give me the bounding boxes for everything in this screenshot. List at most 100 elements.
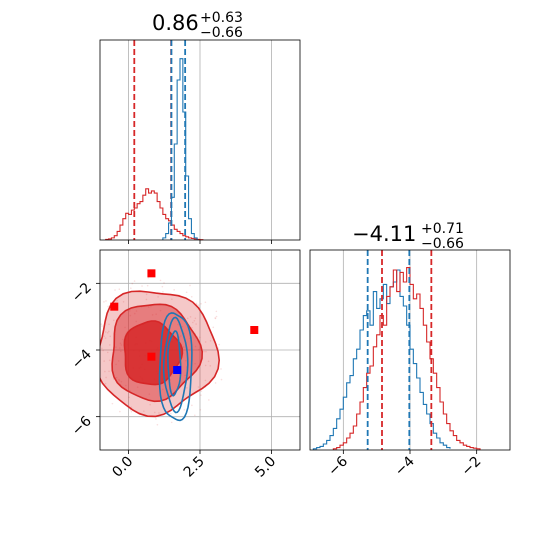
joint-sample-dot bbox=[108, 359, 111, 362]
joint-contours bbox=[86, 276, 223, 426]
joint-sample-dot bbox=[116, 299, 118, 302]
joint-sample-dot bbox=[106, 351, 109, 354]
joint-sample-dot bbox=[204, 341, 207, 343]
joint-sample-dot bbox=[145, 293, 148, 296]
joint-sample-dot bbox=[220, 368, 222, 370]
joint-sample-dot bbox=[108, 323, 110, 326]
joint-sample-dot bbox=[158, 412, 160, 414]
joint-sample-dot bbox=[103, 360, 106, 362]
joint-sample-dot bbox=[104, 337, 107, 339]
joint-sample-dot bbox=[214, 317, 217, 320]
joint-ytick-label: −4 bbox=[69, 346, 95, 372]
joint-sample-dot bbox=[220, 378, 223, 381]
joint-blue-contour bbox=[167, 330, 182, 397]
joint-sample-dot bbox=[190, 295, 193, 298]
joint-sample-dot bbox=[128, 310, 131, 312]
joint-sample-dot bbox=[118, 378, 120, 381]
joint-sample-dot bbox=[136, 386, 139, 388]
joint-red-marker bbox=[147, 269, 156, 278]
joint-sample-dot bbox=[133, 312, 136, 315]
joint-sample-dot bbox=[205, 350, 207, 353]
joint-sample-dot bbox=[87, 332, 89, 334]
joint-sample-dot bbox=[161, 285, 164, 288]
joint-sample-dot bbox=[115, 376, 118, 379]
joint-sample-dot bbox=[91, 329, 93, 331]
joint-sample-dot bbox=[118, 379, 121, 382]
joint-sample-dot bbox=[130, 406, 133, 408]
joint-sample-dot bbox=[103, 335, 105, 338]
joint-sample-dot bbox=[130, 287, 132, 289]
joint-sample-dot bbox=[191, 404, 193, 407]
joint-sample-dot bbox=[159, 309, 162, 312]
title-param-1-lower: −0.66 bbox=[200, 25, 243, 41]
joint-sample-dot bbox=[181, 325, 184, 328]
title-param-2: −4.11 +0.71 −0.66 bbox=[352, 221, 464, 252]
joint-sample-dot bbox=[105, 376, 107, 379]
joint-sample-dot bbox=[105, 300, 107, 302]
hist2-xtick-label: −6 bbox=[325, 453, 351, 479]
joint-sample-dot bbox=[89, 369, 91, 371]
joint-sample-dot bbox=[184, 374, 186, 377]
joint-sample-dot bbox=[130, 410, 133, 413]
joint-sample-dot bbox=[189, 284, 191, 287]
joint-sample-dot bbox=[120, 380, 123, 383]
joint-sample-dot bbox=[214, 317, 216, 319]
joint-sample-dot bbox=[86, 372, 88, 374]
joint-sample-dot bbox=[162, 291, 164, 293]
joint-ytick-label: −2 bbox=[69, 280, 95, 306]
joint-sample-dot bbox=[114, 289, 116, 291]
joint-sample-dot bbox=[102, 349, 104, 352]
joint-sample-dot bbox=[212, 326, 215, 329]
joint-sample-dot bbox=[209, 340, 212, 342]
joint-sample-dot bbox=[100, 323, 103, 325]
joint-sample-dot bbox=[95, 390, 97, 392]
joint-sample-dot bbox=[151, 314, 154, 316]
joint-sample-dot bbox=[193, 319, 196, 322]
joint-sample-dot bbox=[209, 365, 212, 367]
joint-sample-dot bbox=[135, 320, 138, 323]
joint-sample-dot bbox=[194, 345, 197, 348]
joint-blue-contour bbox=[162, 316, 189, 414]
joint-sample-dot bbox=[156, 423, 159, 426]
joint-sample-dot bbox=[200, 390, 203, 392]
joint-sample-dot bbox=[145, 298, 148, 301]
joint-sample-dot bbox=[197, 304, 200, 306]
joint-sample-dot bbox=[91, 367, 93, 369]
hist1-blue-series bbox=[162, 58, 198, 240]
joint-sample-dot bbox=[200, 394, 202, 396]
joint-sample-dot bbox=[112, 319, 115, 322]
joint-sample-dot bbox=[90, 332, 92, 334]
joint-sample-dot bbox=[199, 336, 201, 339]
joint-sample-dot bbox=[170, 421, 173, 424]
joint-sample-dot bbox=[218, 343, 221, 346]
joint-sample-dot bbox=[186, 317, 189, 320]
hist2-xtick-label: −2 bbox=[459, 454, 485, 480]
joint-sample-dot bbox=[149, 403, 151, 406]
joint-sample-dot bbox=[170, 412, 172, 415]
joint-sample-dot bbox=[108, 344, 111, 346]
joint-sample-dot bbox=[171, 298, 173, 300]
joint-sample-dot bbox=[153, 411, 156, 414]
joint-xtick-label: 5.0 bbox=[252, 454, 279, 481]
joint-sample-dot bbox=[120, 344, 123, 346]
joint-blue-marker bbox=[173, 366, 182, 374]
joint-sample-dot bbox=[115, 346, 117, 348]
joint-sample-dot bbox=[147, 276, 150, 279]
joint-sample-dot bbox=[148, 393, 151, 395]
title-param-1-upper: +0.63 bbox=[200, 10, 243, 26]
joint-sample-dot bbox=[203, 350, 205, 353]
joint-sample-dot bbox=[191, 326, 193, 329]
histogram-param-2-panel: −6 −4 −2 bbox=[309, 249, 511, 480]
joint-sample-dot bbox=[194, 317, 197, 320]
joint-sample-dot bbox=[155, 313, 157, 315]
joint-sample-dot bbox=[147, 306, 150, 308]
joint-sample-dot bbox=[194, 414, 196, 417]
joint-sample-dot bbox=[131, 282, 134, 285]
hist1-frame bbox=[99, 39, 301, 241]
joint-red-marker bbox=[147, 352, 156, 361]
joint-xtick-label: 0.0 bbox=[109, 454, 136, 481]
joint-sample-dot bbox=[195, 302, 198, 305]
joint-sample-dot bbox=[143, 410, 145, 412]
joint-sample-dot bbox=[186, 387, 188, 389]
